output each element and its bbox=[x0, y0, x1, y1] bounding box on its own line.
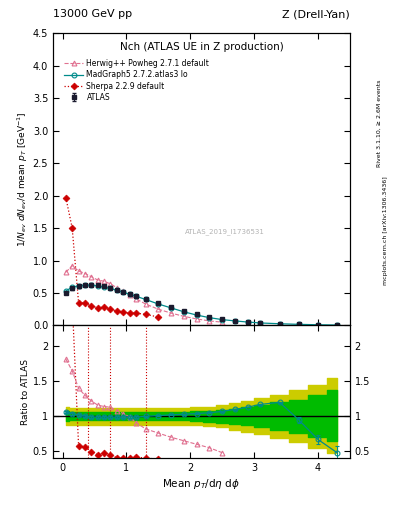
Text: mcplots.cern.ch [arXiv:1306.3436]: mcplots.cern.ch [arXiv:1306.3436] bbox=[383, 176, 387, 285]
MadGraph5 2.7.2.atlas3 lo bbox=[258, 320, 263, 326]
Herwig++ Powheg 2.7.1 default bbox=[207, 318, 212, 324]
MadGraph5 2.7.2.atlas3 lo bbox=[83, 282, 87, 288]
Sherpa 2.2.9 default bbox=[83, 301, 87, 307]
Sherpa 2.2.9 default bbox=[127, 310, 132, 316]
Text: Z (Drell-Yan): Z (Drell-Yan) bbox=[282, 9, 350, 19]
MadGraph5 2.7.2.atlas3 lo bbox=[194, 312, 199, 318]
X-axis label: Mean $p_{T}$/d$\eta$ d$\phi$: Mean $p_{T}$/d$\eta$ d$\phi$ bbox=[162, 477, 241, 492]
Herwig++ Powheg 2.7.1 default bbox=[182, 313, 186, 319]
Herwig++ Powheg 2.7.1 default bbox=[121, 288, 126, 294]
Sherpa 2.2.9 default bbox=[95, 305, 100, 311]
MadGraph5 2.7.2.atlas3 lo bbox=[63, 288, 68, 294]
Herwig++ Powheg 2.7.1 default bbox=[70, 263, 75, 269]
MadGraph5 2.7.2.atlas3 lo bbox=[245, 319, 250, 325]
MadGraph5 2.7.2.atlas3 lo bbox=[335, 322, 340, 328]
Line: MadGraph5 2.7.2.atlas3 lo: MadGraph5 2.7.2.atlas3 lo bbox=[63, 283, 340, 328]
MadGraph5 2.7.2.atlas3 lo bbox=[134, 293, 138, 300]
Herwig++ Powheg 2.7.1 default bbox=[156, 306, 161, 312]
Sherpa 2.2.9 default bbox=[70, 225, 75, 231]
Sherpa 2.2.9 default bbox=[102, 304, 107, 310]
Sherpa 2.2.9 default bbox=[134, 310, 138, 316]
MadGraph5 2.7.2.atlas3 lo bbox=[182, 309, 186, 315]
Legend: Herwig++ Powheg 2.7.1 default, MadGraph5 2.7.2.atlas3 lo, Sherpa 2.2.9 default, : Herwig++ Powheg 2.7.1 default, MadGraph5… bbox=[63, 57, 211, 103]
MadGraph5 2.7.2.atlas3 lo bbox=[277, 321, 282, 327]
Herwig++ Powheg 2.7.1 default bbox=[143, 301, 148, 307]
Herwig++ Powheg 2.7.1 default bbox=[194, 316, 199, 322]
Herwig++ Powheg 2.7.1 default bbox=[108, 281, 113, 287]
MadGraph5 2.7.2.atlas3 lo bbox=[156, 301, 161, 307]
MadGraph5 2.7.2.atlas3 lo bbox=[233, 318, 237, 324]
Sherpa 2.2.9 default bbox=[121, 309, 126, 315]
MadGraph5 2.7.2.atlas3 lo bbox=[76, 283, 81, 289]
MadGraph5 2.7.2.atlas3 lo bbox=[127, 291, 132, 297]
Sherpa 2.2.9 default bbox=[156, 314, 161, 320]
MadGraph5 2.7.2.atlas3 lo bbox=[95, 283, 100, 289]
MadGraph5 2.7.2.atlas3 lo bbox=[121, 289, 126, 295]
Sherpa 2.2.9 default bbox=[76, 300, 81, 306]
Text: Nch (ATLAS UE in Z production): Nch (ATLAS UE in Z production) bbox=[119, 42, 283, 52]
Herwig++ Powheg 2.7.1 default bbox=[127, 292, 132, 298]
Text: Rivet 3.1.10, ≥ 2.6M events: Rivet 3.1.10, ≥ 2.6M events bbox=[377, 79, 382, 166]
MadGraph5 2.7.2.atlas3 lo bbox=[169, 305, 173, 311]
Herwig++ Powheg 2.7.1 default bbox=[63, 269, 68, 275]
MadGraph5 2.7.2.atlas3 lo bbox=[108, 285, 113, 291]
Sherpa 2.2.9 default bbox=[143, 311, 148, 317]
Herwig++ Powheg 2.7.1 default bbox=[220, 319, 224, 325]
Herwig++ Powheg 2.7.1 default bbox=[95, 277, 100, 283]
MadGraph5 2.7.2.atlas3 lo bbox=[114, 287, 119, 293]
Line: Herwig++ Powheg 2.7.1 default: Herwig++ Powheg 2.7.1 default bbox=[63, 263, 224, 325]
Herwig++ Powheg 2.7.1 default bbox=[102, 278, 107, 284]
Y-axis label: Ratio to ATLAS: Ratio to ATLAS bbox=[21, 359, 30, 425]
Y-axis label: $1/N_{ev}$ $dN_{ev}$/d mean $p_{T}$ [GeV$^{-1}$]: $1/N_{ev}$ $dN_{ev}$/d mean $p_{T}$ [GeV… bbox=[15, 112, 30, 247]
Text: 13000 GeV pp: 13000 GeV pp bbox=[53, 9, 132, 19]
MadGraph5 2.7.2.atlas3 lo bbox=[207, 314, 212, 321]
Herwig++ Powheg 2.7.1 default bbox=[76, 268, 81, 274]
Line: Sherpa 2.2.9 default: Sherpa 2.2.9 default bbox=[63, 195, 161, 319]
Herwig++ Powheg 2.7.1 default bbox=[169, 310, 173, 316]
Sherpa 2.2.9 default bbox=[63, 195, 68, 201]
Sherpa 2.2.9 default bbox=[89, 303, 94, 309]
MadGraph5 2.7.2.atlas3 lo bbox=[70, 284, 75, 290]
MadGraph5 2.7.2.atlas3 lo bbox=[296, 321, 301, 327]
Herwig++ Powheg 2.7.1 default bbox=[89, 274, 94, 280]
Herwig++ Powheg 2.7.1 default bbox=[114, 285, 119, 291]
Sherpa 2.2.9 default bbox=[114, 308, 119, 314]
MadGraph5 2.7.2.atlas3 lo bbox=[143, 296, 148, 303]
Herwig++ Powheg 2.7.1 default bbox=[83, 270, 87, 276]
MadGraph5 2.7.2.atlas3 lo bbox=[89, 282, 94, 288]
MadGraph5 2.7.2.atlas3 lo bbox=[316, 322, 320, 328]
Text: ATLAS_2019_I1736531: ATLAS_2019_I1736531 bbox=[185, 228, 265, 236]
MadGraph5 2.7.2.atlas3 lo bbox=[102, 284, 107, 290]
Herwig++ Powheg 2.7.1 default bbox=[134, 296, 138, 302]
Sherpa 2.2.9 default bbox=[108, 306, 113, 312]
MadGraph5 2.7.2.atlas3 lo bbox=[220, 316, 224, 323]
